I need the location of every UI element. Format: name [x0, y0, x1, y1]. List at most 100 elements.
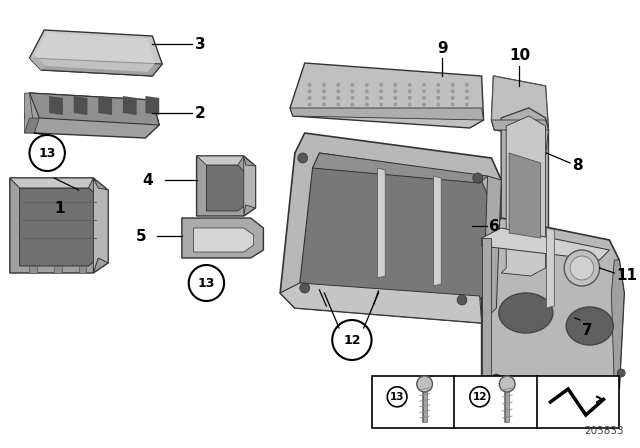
Polygon shape — [29, 30, 162, 76]
Polygon shape — [10, 178, 93, 188]
Circle shape — [365, 109, 369, 113]
Circle shape — [379, 90, 383, 93]
Text: 13: 13 — [390, 392, 404, 402]
Polygon shape — [207, 165, 246, 211]
Text: 8: 8 — [572, 158, 582, 172]
Circle shape — [570, 256, 594, 280]
Polygon shape — [300, 153, 488, 308]
Circle shape — [365, 83, 369, 87]
Text: 13: 13 — [38, 146, 56, 159]
Text: 5: 5 — [136, 228, 147, 244]
Circle shape — [394, 90, 397, 93]
Circle shape — [322, 103, 326, 107]
Polygon shape — [482, 218, 624, 403]
Circle shape — [584, 384, 592, 392]
Circle shape — [351, 96, 355, 100]
Polygon shape — [482, 228, 609, 260]
Polygon shape — [492, 120, 548, 130]
Circle shape — [473, 173, 483, 183]
Polygon shape — [611, 260, 624, 388]
Polygon shape — [509, 153, 541, 238]
Circle shape — [408, 103, 412, 107]
Polygon shape — [501, 108, 548, 283]
Polygon shape — [194, 228, 253, 252]
Polygon shape — [10, 178, 108, 273]
Circle shape — [300, 283, 310, 293]
Circle shape — [379, 83, 383, 87]
Text: 7: 7 — [582, 323, 593, 337]
Circle shape — [492, 374, 500, 382]
Bar — [372, 376, 620, 428]
Circle shape — [417, 376, 433, 392]
Polygon shape — [196, 156, 244, 165]
Circle shape — [308, 109, 312, 113]
Circle shape — [365, 103, 369, 107]
Circle shape — [408, 109, 412, 113]
Text: 12: 12 — [472, 392, 487, 402]
Circle shape — [451, 103, 454, 107]
Polygon shape — [29, 56, 45, 70]
Polygon shape — [244, 156, 255, 216]
Circle shape — [308, 103, 312, 107]
Circle shape — [465, 109, 469, 113]
Circle shape — [436, 103, 440, 107]
Circle shape — [336, 96, 340, 100]
Polygon shape — [24, 93, 159, 138]
Polygon shape — [312, 153, 488, 183]
Circle shape — [351, 103, 355, 107]
Circle shape — [617, 369, 625, 377]
Polygon shape — [54, 266, 62, 273]
Circle shape — [351, 83, 355, 87]
Text: 6: 6 — [488, 219, 499, 233]
Circle shape — [451, 90, 454, 93]
Circle shape — [379, 96, 383, 100]
Polygon shape — [24, 93, 35, 133]
Polygon shape — [29, 93, 159, 125]
Circle shape — [470, 387, 490, 407]
Text: 9: 9 — [437, 40, 448, 56]
Polygon shape — [492, 76, 548, 130]
Circle shape — [322, 96, 326, 100]
Text: 2: 2 — [195, 105, 205, 121]
Text: 10: 10 — [509, 47, 531, 63]
Circle shape — [336, 90, 340, 93]
Circle shape — [336, 103, 340, 107]
Polygon shape — [547, 228, 554, 308]
Polygon shape — [280, 283, 482, 323]
Polygon shape — [290, 108, 484, 120]
Polygon shape — [482, 176, 501, 323]
Circle shape — [451, 83, 454, 87]
Polygon shape — [29, 266, 37, 273]
Polygon shape — [492, 76, 548, 136]
Circle shape — [351, 90, 355, 93]
Circle shape — [422, 109, 426, 113]
Circle shape — [436, 90, 440, 93]
Text: 12: 12 — [343, 333, 360, 346]
Circle shape — [332, 320, 372, 360]
Polygon shape — [196, 156, 255, 216]
Circle shape — [408, 96, 412, 100]
Text: 13: 13 — [198, 276, 215, 289]
Circle shape — [422, 96, 426, 100]
Ellipse shape — [499, 293, 553, 333]
Circle shape — [564, 250, 600, 286]
Circle shape — [394, 83, 397, 87]
Polygon shape — [145, 96, 159, 115]
Circle shape — [465, 90, 469, 93]
Polygon shape — [123, 96, 136, 115]
Text: 4: 4 — [143, 172, 153, 188]
Polygon shape — [433, 176, 442, 286]
Circle shape — [465, 83, 469, 87]
Circle shape — [517, 378, 525, 386]
Circle shape — [308, 96, 312, 100]
Circle shape — [422, 103, 426, 107]
Circle shape — [465, 96, 469, 100]
Circle shape — [394, 96, 397, 100]
Circle shape — [29, 135, 65, 171]
Circle shape — [394, 103, 397, 107]
Text: 203833: 203833 — [584, 426, 624, 436]
Circle shape — [457, 295, 467, 305]
Circle shape — [451, 96, 454, 100]
Circle shape — [365, 90, 369, 93]
Polygon shape — [280, 283, 312, 308]
